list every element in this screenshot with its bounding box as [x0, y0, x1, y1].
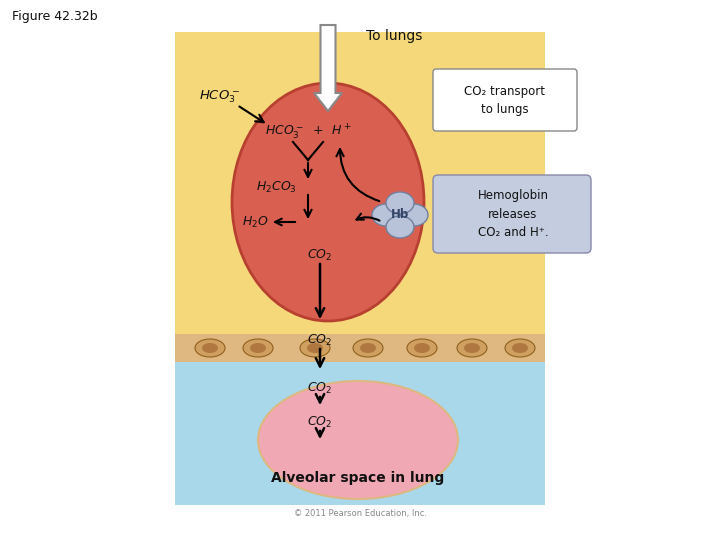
Ellipse shape: [512, 343, 528, 353]
Ellipse shape: [505, 339, 535, 357]
FancyBboxPatch shape: [433, 175, 591, 253]
Ellipse shape: [400, 204, 428, 226]
Ellipse shape: [386, 216, 414, 238]
Ellipse shape: [300, 339, 330, 357]
Text: Alveolar space in lung: Alveolar space in lung: [271, 471, 445, 485]
FancyBboxPatch shape: [433, 69, 577, 131]
Text: CO₂ transport
to lungs: CO₂ transport to lungs: [464, 84, 546, 116]
Ellipse shape: [195, 339, 225, 357]
Text: To lungs: To lungs: [366, 29, 423, 43]
Ellipse shape: [372, 204, 400, 226]
Ellipse shape: [407, 339, 437, 357]
Text: $CO_2$: $CO_2$: [307, 247, 333, 262]
Bar: [175, 32, 545, 357]
Ellipse shape: [414, 343, 430, 353]
Ellipse shape: [202, 343, 218, 353]
Ellipse shape: [232, 83, 424, 321]
Text: Figure 42.32b: Figure 42.32b: [12, 10, 98, 23]
Text: $HCO_3^-$: $HCO_3^-$: [199, 89, 240, 105]
Text: $CO_2$: $CO_2$: [307, 381, 333, 395]
Bar: [175, 334, 545, 362]
Ellipse shape: [386, 192, 414, 214]
Text: $CO_2$: $CO_2$: [307, 333, 333, 348]
Ellipse shape: [464, 343, 480, 353]
Ellipse shape: [243, 339, 273, 357]
Text: $HCO_3^-$  +  $H^+$: $HCO_3^-$ + $H^+$: [265, 123, 351, 141]
Text: Hb: Hb: [391, 208, 409, 221]
Ellipse shape: [386, 204, 414, 226]
Bar: [175, 357, 545, 505]
Ellipse shape: [360, 343, 376, 353]
Ellipse shape: [307, 343, 323, 353]
Ellipse shape: [250, 343, 266, 353]
Ellipse shape: [353, 339, 383, 357]
Text: $H_2O$: $H_2O$: [242, 214, 269, 230]
FancyArrow shape: [314, 25, 342, 111]
Text: $H_2CO_3$: $H_2CO_3$: [256, 179, 297, 194]
Ellipse shape: [258, 381, 458, 499]
Text: © 2011 Pearson Education, Inc.: © 2011 Pearson Education, Inc.: [294, 509, 426, 518]
Text: $CO_2$: $CO_2$: [307, 415, 333, 429]
Text: Hemoglobin
releases
CO₂ and H⁺.: Hemoglobin releases CO₂ and H⁺.: [477, 190, 549, 239]
Ellipse shape: [457, 339, 487, 357]
